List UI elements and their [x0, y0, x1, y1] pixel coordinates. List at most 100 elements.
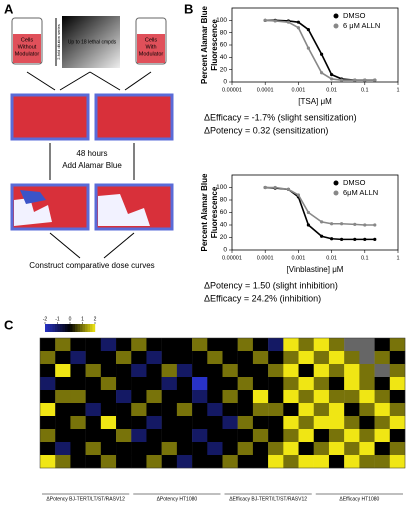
data-point [330, 237, 334, 241]
heatmap-cell [55, 390, 71, 404]
x-tick-label: 0.01 [326, 87, 337, 93]
y-axis-label: Fluorescence [210, 19, 219, 71]
y-tick-label: 60 [220, 42, 228, 49]
colorbar-cell [65, 324, 68, 332]
arrow [26, 71, 56, 91]
heatmap-cell [313, 416, 330, 430]
heatmap-cell [222, 429, 238, 443]
y-tick-label: 80 [220, 197, 228, 204]
heatmap-cell [85, 429, 102, 443]
group-label: ΔEfficacy BJ-TERT/LT/ST/RASV12 [229, 496, 307, 502]
heatmap-cell [40, 351, 56, 365]
colorbar-cell [45, 324, 48, 332]
heatmap-cell [359, 403, 375, 417]
heatmap-cell [161, 429, 178, 443]
heatmap-cell [268, 429, 284, 443]
heatmap-cell [389, 429, 406, 443]
heatmap-cell [283, 351, 299, 365]
heatmap-cell [268, 416, 284, 430]
x-tick-label: 0.001 [292, 255, 306, 261]
heatmap-cell [176, 429, 193, 443]
data-point [363, 78, 367, 82]
heatmap-cell [298, 442, 314, 456]
heatmap-cell [207, 377, 223, 391]
heatmap-cell [252, 364, 269, 378]
heatmap-cell [55, 429, 71, 443]
heatmap-cell [268, 403, 284, 417]
heatmap-cell [237, 351, 254, 365]
heatmap-cell [207, 442, 223, 456]
flask-liquid [13, 34, 41, 63]
heatmap-cell [222, 338, 238, 352]
heatmap-cell [237, 390, 254, 404]
annotation: ΔEfficacy = -1.7% (slight sensitization) [204, 112, 357, 122]
dilution-plate [62, 16, 120, 68]
heatmap-cell [55, 338, 71, 352]
heatmap-cell [85, 351, 102, 365]
heatmap-cell [40, 403, 56, 417]
heatmap-cell [207, 390, 223, 404]
heatmap-cell [70, 338, 86, 352]
heatmap-cell [85, 403, 102, 417]
heatmap-cell [344, 377, 360, 391]
colorbar-tick-label: 2 [94, 316, 97, 322]
heatmap-cell [176, 403, 193, 417]
heatmap-cell [344, 429, 360, 443]
heatmap-cell [192, 377, 208, 391]
heatmap-cell [116, 442, 132, 456]
heatmap-cell [344, 416, 360, 430]
colorbar-tick-label: 1 [81, 316, 84, 322]
heatmap-cell [313, 377, 330, 391]
plate-response [20, 190, 46, 204]
legend-marker [333, 13, 339, 19]
heatmap-cell [116, 390, 132, 404]
data-point [296, 193, 300, 197]
x-tick-label: 0.1 [361, 87, 369, 93]
heatmap-cell [374, 455, 390, 469]
panel-label: A [4, 1, 14, 16]
colorbar-cell [92, 324, 96, 332]
heatmap-cell [161, 455, 178, 469]
heatmap-cell [55, 416, 71, 430]
arrow [49, 232, 81, 259]
heatmap-cell [116, 351, 132, 365]
heatmap-cell [85, 390, 102, 404]
data-point [320, 234, 324, 238]
x-tick-label: 0.01 [326, 255, 337, 261]
data-point [363, 223, 367, 227]
annotation: ΔPotency = 0.32 (sensitization) [204, 125, 328, 135]
arrow [59, 71, 91, 91]
flask-label: With [146, 44, 157, 50]
heatmap-cell [146, 442, 162, 456]
heatmap-cell [146, 403, 162, 417]
heatmap-cell [268, 364, 284, 378]
y-tick-label: 80 [220, 29, 228, 36]
colorbar-cell [52, 324, 56, 332]
heatmap-cell [237, 338, 254, 352]
heatmap-cell [55, 364, 71, 378]
heatmap-cell [283, 442, 299, 456]
heatmap-cell [389, 351, 406, 365]
heatmap-cell [328, 429, 345, 443]
heatmap-cell [192, 403, 208, 417]
label: 2-fold dilution series [56, 24, 61, 60]
x-tick-label: 0.00001 [222, 87, 242, 93]
heatmap-cell [146, 416, 162, 430]
heatmap-cell [268, 377, 284, 391]
plate-response [14, 198, 52, 226]
heatmap-cell [283, 338, 299, 352]
heatmap-cell [70, 429, 86, 443]
heatmap-cell [55, 377, 71, 391]
heatmap-cell [389, 455, 406, 469]
heatmap-cell [344, 442, 360, 456]
heatmap-cell [374, 377, 390, 391]
data-point [353, 237, 357, 241]
heatmap-cell [116, 429, 132, 443]
heatmap-cell [283, 416, 299, 430]
heatmap-cell [374, 351, 390, 365]
data-point [373, 78, 377, 82]
heatmap-cell [344, 455, 360, 469]
heatmap-cell [313, 442, 330, 456]
data-point [306, 46, 310, 50]
data-point [373, 223, 377, 227]
